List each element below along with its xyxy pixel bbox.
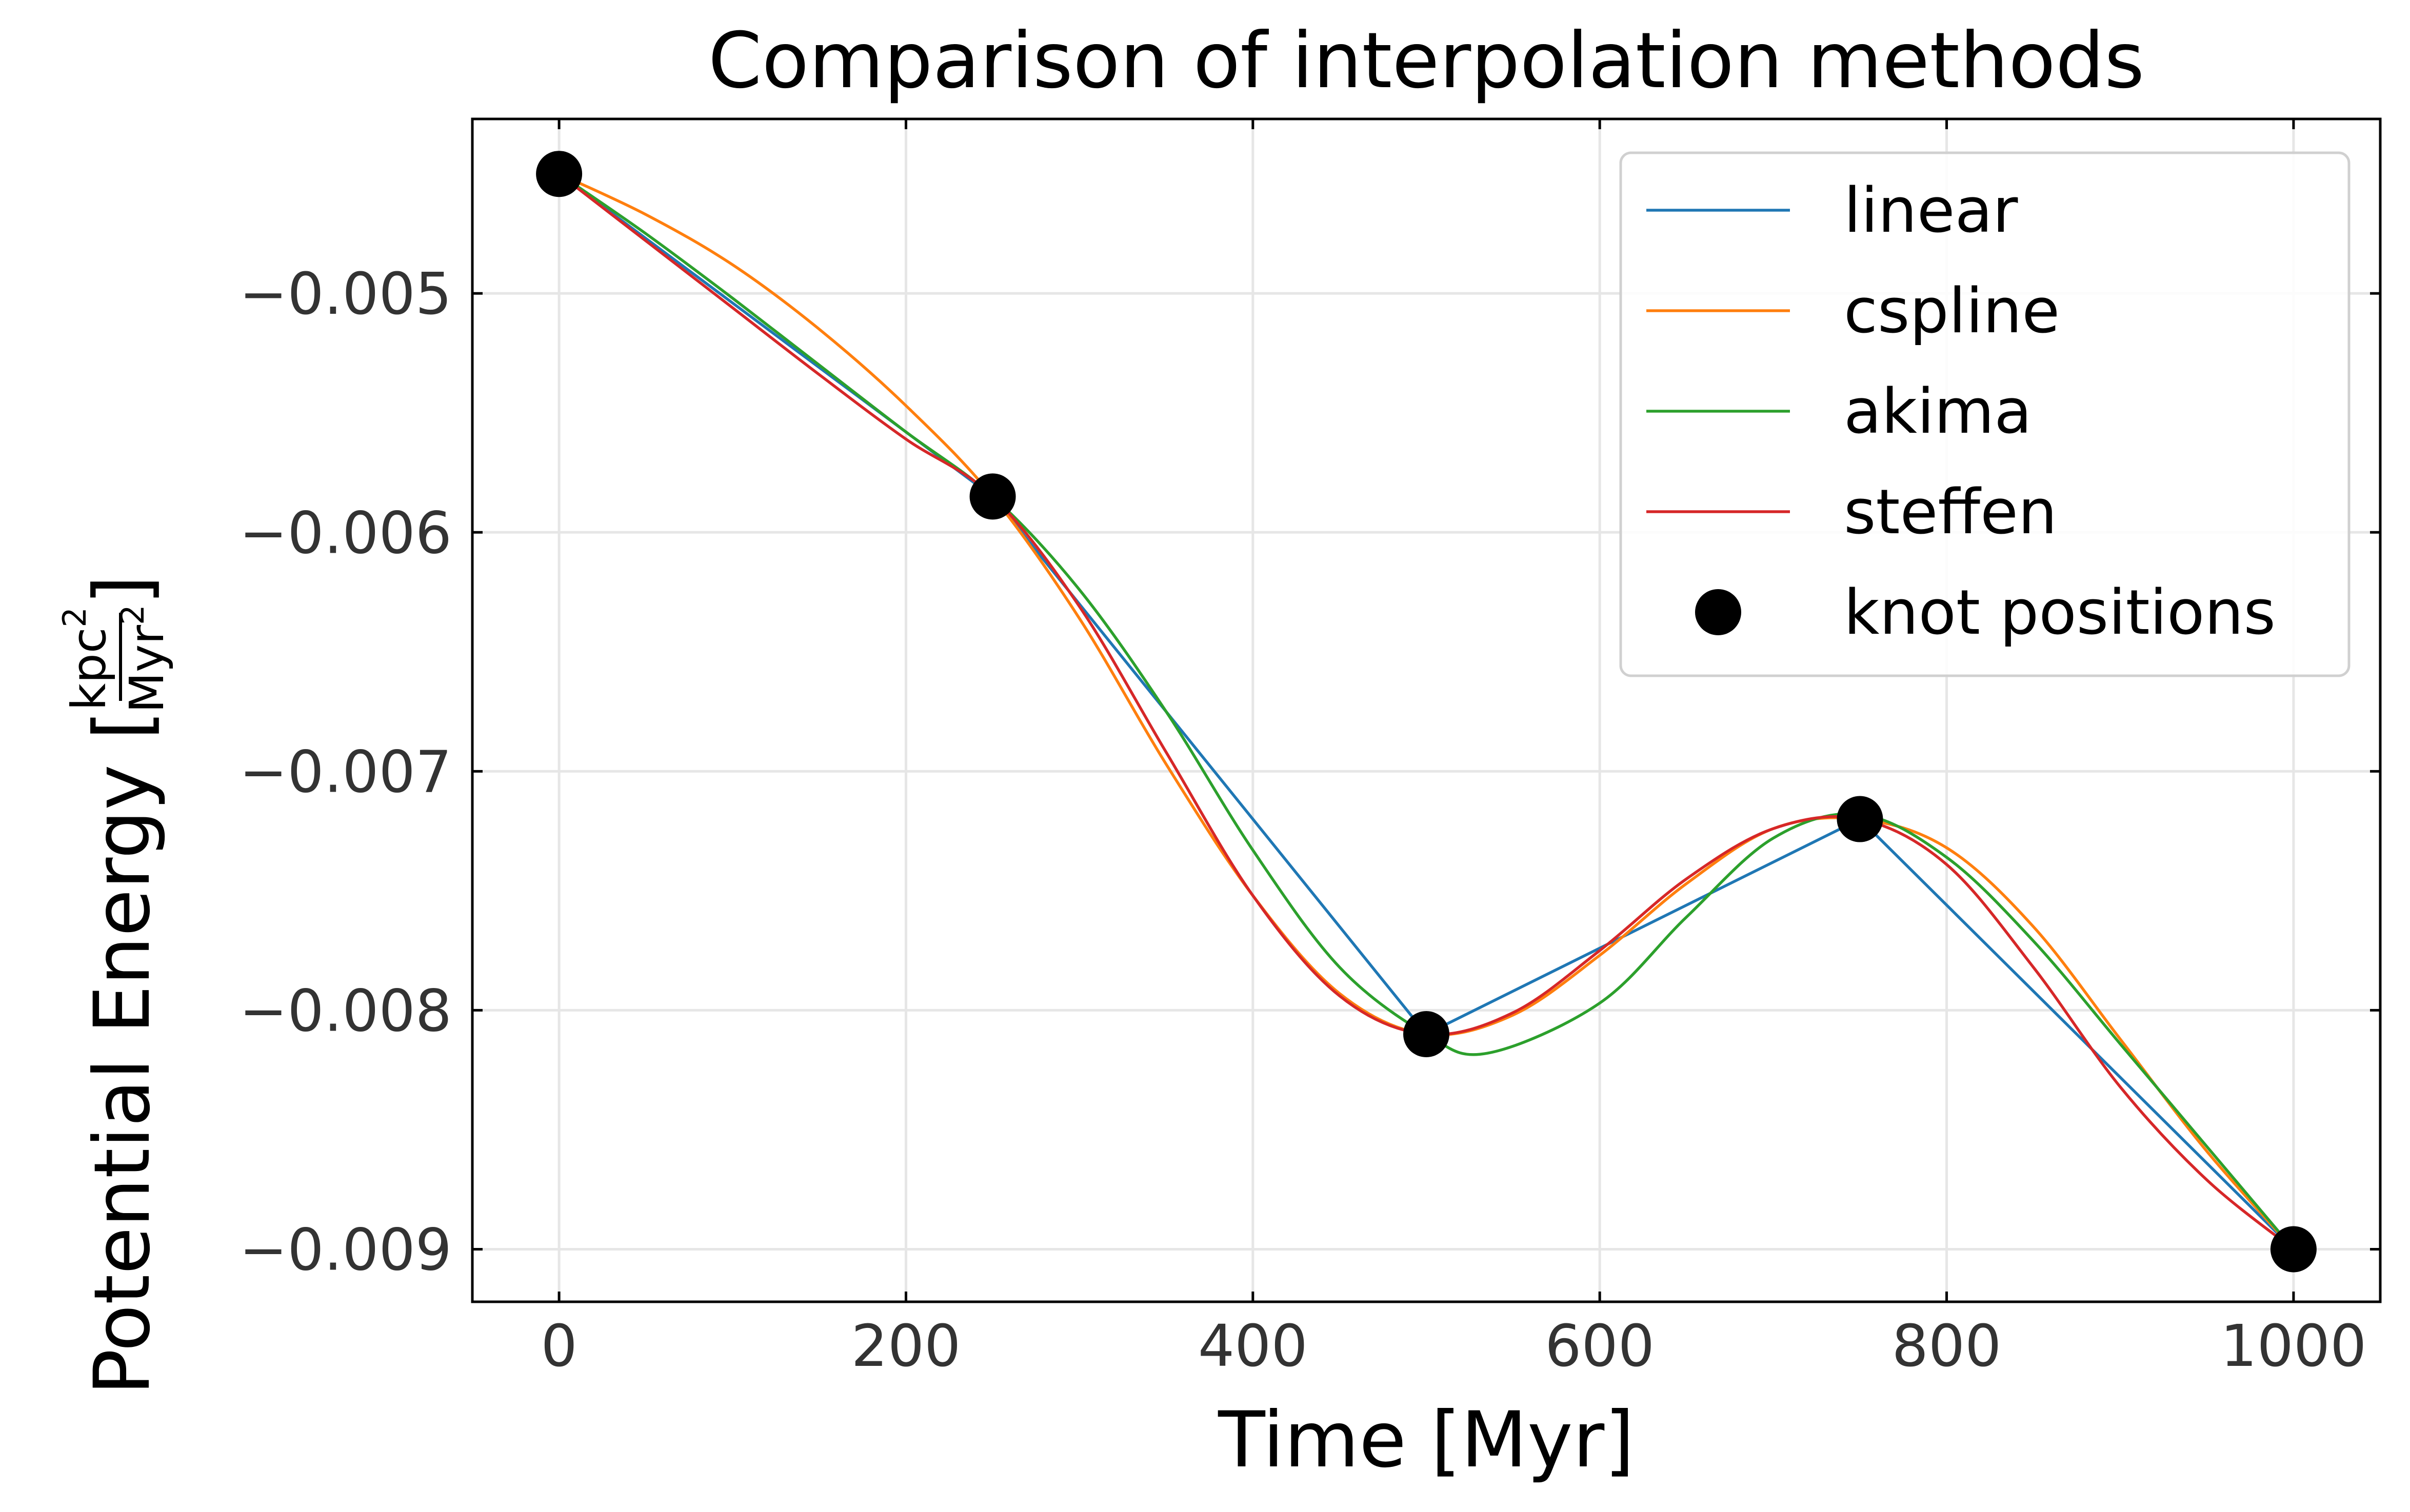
knot-point [2270, 1226, 2317, 1273]
y-tick-labels: −0.005 −0.006 −0.007 −0.008 −0.009 [240, 261, 452, 1283]
knot-point [1837, 796, 1883, 842]
y-axis-label: Potential Energy [ kpc2 Myr2 ] [56, 575, 174, 1395]
x-tick-label: 600 [1545, 1313, 1655, 1380]
knot-point [969, 473, 1016, 520]
svg-text:kpc2: kpc2 [56, 607, 116, 711]
x-tick-label: 400 [1198, 1313, 1308, 1380]
y-tick-label: −0.005 [240, 261, 452, 328]
y-tick-label: −0.006 [240, 500, 452, 567]
y-tick-label: −0.007 [240, 739, 452, 805]
knot-markers [536, 151, 2317, 1273]
legend-label-akima: akima [1844, 376, 2032, 448]
x-tick-label: 200 [851, 1313, 961, 1380]
legend-label-steffen: steffen [1844, 477, 2057, 548]
x-axis-label: Time [Myr] [1218, 1396, 1635, 1485]
x-tick-labels: 0 200 400 600 800 1000 [541, 1313, 2366, 1380]
y-axis-label-denominator: Myr [119, 625, 174, 713]
legend-label-linear: linear [1844, 175, 2018, 247]
knot-point [1403, 1011, 1449, 1058]
y-tick-label: −0.009 [240, 1217, 452, 1283]
knot-point [536, 151, 583, 197]
axis-ticks [472, 119, 2380, 1302]
svg-text:Potential Energy [: Potential Energy [ [78, 710, 167, 1395]
y-tick-label: −0.008 [240, 978, 452, 1044]
svg-text:]: ] [78, 575, 167, 605]
legend-swatch-knot-positions [1695, 589, 1741, 635]
x-tick-label: 800 [1892, 1313, 2002, 1380]
x-tick-label: 0 [541, 1313, 577, 1380]
y-axis-label-denominator-exp: 2 [114, 604, 151, 624]
legend-frame [1619, 151, 2351, 677]
legend-label-knot-positions: knot positions [1844, 577, 2276, 649]
y-axis-label-numerator-exp: 2 [56, 607, 93, 627]
legend-items: linear cspline akima steffen knot positions [1646, 175, 2276, 649]
x-tick-label: 1000 [2220, 1313, 2366, 1380]
plot-frame [471, 117, 2382, 1303]
chart-title: Comparison of interpolation methods [708, 16, 2145, 106]
svg-text:Myr2: Myr2 [114, 604, 174, 713]
y-axis-label-prefix: Potential Energy [ [78, 710, 167, 1395]
y-axis-label-suffix: ] [78, 575, 167, 605]
legend-label-cspline: cspline [1844, 276, 2060, 347]
legend: linear cspline akima steffen knot positions [1619, 151, 2351, 677]
y-axis-label-numerator: kpc [62, 628, 116, 711]
